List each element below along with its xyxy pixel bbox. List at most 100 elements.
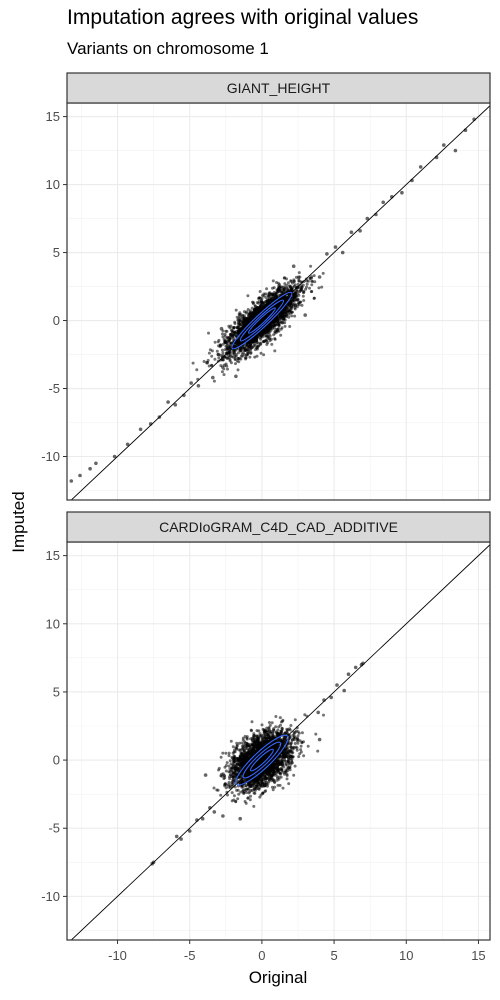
scatter-point xyxy=(222,363,227,368)
scatter-point xyxy=(287,782,291,786)
chart-title: Imputation agrees with original values xyxy=(67,6,419,29)
scatter-point xyxy=(272,291,276,294)
facet-strip xyxy=(66,72,491,104)
scatter-point xyxy=(308,286,311,290)
scatter-point xyxy=(228,759,232,763)
scatter-point xyxy=(217,768,221,772)
scatter-point xyxy=(277,321,281,325)
scatter-point xyxy=(231,775,235,779)
scatter-point xyxy=(298,739,302,743)
scatter-point xyxy=(256,341,260,345)
scatter-point xyxy=(317,286,321,290)
scatter-point xyxy=(232,798,236,802)
scatter-point xyxy=(258,290,262,293)
scatter-point xyxy=(223,765,227,769)
scatter-point xyxy=(275,319,279,322)
scatter-point xyxy=(312,274,316,278)
scatter-point xyxy=(215,349,219,353)
scatter-point xyxy=(311,280,315,283)
scatter-point xyxy=(296,282,300,286)
scatter-point xyxy=(259,309,263,313)
scatter-point xyxy=(276,776,279,780)
scatter-point xyxy=(292,279,296,283)
reference-line xyxy=(70,105,490,500)
scatter-point xyxy=(207,364,211,368)
scatter-point xyxy=(223,782,227,785)
scatter-point xyxy=(267,292,271,296)
scatter-point xyxy=(258,305,262,308)
scatter-point xyxy=(289,279,293,283)
scatter-point xyxy=(216,340,220,344)
scatter-point xyxy=(295,748,299,752)
scatter-point xyxy=(289,284,292,288)
scatter-point xyxy=(228,784,232,788)
scatter-point xyxy=(224,769,228,773)
scatter-point xyxy=(283,324,287,328)
scatter-point xyxy=(229,361,233,365)
scatter-point xyxy=(286,764,290,768)
scatter-point xyxy=(233,350,237,354)
scatter-point xyxy=(381,200,386,205)
scatter-point xyxy=(289,288,293,292)
scatter-point xyxy=(295,739,299,743)
scatter-point xyxy=(273,785,277,789)
scatter-point xyxy=(320,285,324,289)
scatter-point xyxy=(249,351,253,355)
scatter-point xyxy=(310,276,314,280)
scatter-point xyxy=(196,384,201,388)
scatter-point xyxy=(246,308,250,311)
scatter-point xyxy=(279,327,283,331)
scatter-point xyxy=(278,716,282,720)
scatter-point xyxy=(250,739,254,742)
scatter-point xyxy=(242,745,246,749)
scatter-point xyxy=(333,245,338,249)
scatter-point xyxy=(289,305,293,309)
scatter-point xyxy=(271,279,275,283)
scatter-point xyxy=(219,343,222,347)
scatter-point xyxy=(233,766,237,770)
scatter-point xyxy=(281,321,285,325)
scatter-point xyxy=(227,354,231,358)
scatter-point xyxy=(216,788,220,792)
y-tick-label: 15 xyxy=(46,109,60,124)
scatter-point xyxy=(302,754,306,758)
density-contour xyxy=(231,291,293,350)
scatter-point xyxy=(312,296,316,300)
scatter-point xyxy=(212,379,216,383)
scatter-point xyxy=(224,344,228,348)
scatter-point xyxy=(290,311,294,314)
scatter-point xyxy=(264,732,268,736)
scatter-point xyxy=(227,339,230,343)
scatter-point xyxy=(264,292,268,296)
scatter-point xyxy=(282,288,286,292)
scatter-point xyxy=(245,319,248,323)
scatter-point xyxy=(300,731,304,735)
scatter-point xyxy=(216,352,221,357)
scatter-point xyxy=(293,718,297,722)
scatter-point xyxy=(248,316,252,320)
scatter-point xyxy=(224,329,228,333)
scatter-point xyxy=(289,745,293,749)
scatter-point xyxy=(282,751,286,755)
scatter-point xyxy=(314,732,318,736)
y-tick-label: 5 xyxy=(53,245,60,260)
scatter-point xyxy=(221,342,225,346)
scatter-point xyxy=(273,734,277,738)
y-tick-label: -10 xyxy=(41,449,60,464)
scatter-point xyxy=(267,295,270,299)
scatter-point xyxy=(272,319,276,323)
scatter-point xyxy=(297,755,301,759)
scatter-point xyxy=(273,773,277,777)
scatter-point xyxy=(293,283,297,287)
scatter-point xyxy=(287,761,291,765)
scatter-point xyxy=(242,320,246,324)
scatter-point xyxy=(239,354,243,358)
scatter-point xyxy=(246,294,250,298)
scatter-point xyxy=(294,292,298,296)
scatter-point xyxy=(230,791,234,795)
scatter-point xyxy=(283,748,287,752)
scatter-point xyxy=(270,721,274,725)
scatter-point xyxy=(69,479,74,483)
scatter-point xyxy=(202,360,206,363)
